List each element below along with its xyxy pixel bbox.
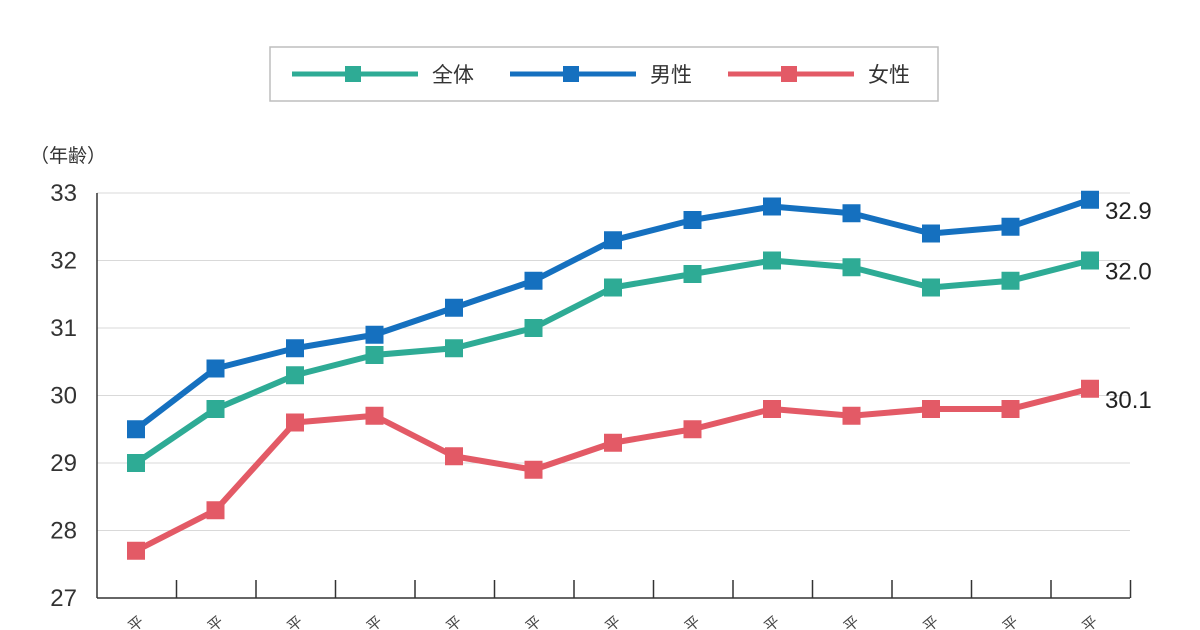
series-layer	[127, 190, 1099, 560]
y-tick-label: 27	[50, 585, 77, 612]
data-point	[842, 258, 861, 277]
data-point	[127, 454, 145, 472]
data-point	[604, 433, 622, 452]
y-tick-label: 31	[50, 315, 77, 342]
data-point	[286, 366, 304, 385]
data-point	[842, 406, 861, 425]
data-point	[683, 265, 702, 283]
x-tick-label: 平	[363, 612, 386, 630]
data-point	[763, 251, 781, 270]
series-1	[127, 251, 1099, 472]
data-point	[1081, 379, 1099, 398]
data-point	[1001, 400, 1020, 418]
data-point	[127, 541, 145, 560]
grid	[97, 192, 1130, 531]
legend-label: 男性	[650, 63, 692, 87]
x-tick-label: 平	[283, 612, 306, 630]
y-tick-label: 32	[50, 248, 77, 275]
legend-marker	[345, 66, 361, 82]
data-point	[365, 346, 384, 364]
x-tick-label: 平	[681, 612, 704, 630]
data-point	[365, 325, 384, 344]
legend-label: 全体	[432, 63, 474, 87]
end-value-label: 30.1	[1105, 387, 1152, 414]
end-value-label: 32.0	[1105, 259, 1152, 286]
x-tick-label: 平	[124, 612, 147, 630]
data-point	[763, 197, 781, 216]
legend-label: 女性	[868, 63, 910, 87]
data-point	[206, 400, 225, 418]
data-point	[1081, 190, 1099, 209]
data-point	[604, 231, 622, 250]
x-tick-label: 平	[522, 612, 545, 630]
data-point	[445, 298, 463, 317]
data-point	[524, 460, 543, 479]
data-point	[206, 501, 225, 520]
y-tick-label: 33	[50, 180, 77, 207]
data-point	[286, 339, 304, 358]
x-tick-label: 平	[760, 612, 783, 630]
data-point	[127, 420, 145, 439]
data-point	[604, 278, 622, 297]
x-tick-label: 平	[840, 612, 863, 630]
data-point	[922, 400, 940, 418]
legend-item: 男性	[510, 63, 692, 87]
data-point	[445, 447, 463, 466]
x-tick-label: 平	[1078, 612, 1101, 630]
y-tick-label: 28	[50, 518, 77, 545]
data-point	[922, 224, 940, 243]
data-point	[524, 319, 543, 337]
data-point	[922, 278, 940, 297]
data-point	[365, 406, 384, 425]
x-tick-label: 平	[999, 612, 1022, 630]
data-point	[286, 413, 304, 432]
y-axis-label: （年齢）	[30, 145, 106, 167]
data-point	[206, 359, 225, 378]
x-tick-label: 平	[601, 612, 624, 630]
legend-item: 女性	[728, 63, 910, 87]
y-tick-label: 30	[50, 383, 77, 410]
data-point	[683, 420, 702, 439]
end-labels: 30.1 32.0 32.9	[1105, 198, 1152, 414]
data-point	[1001, 271, 1020, 290]
legend-marker	[563, 66, 579, 82]
data-point	[524, 271, 543, 290]
x-tick-label: 平	[204, 612, 227, 630]
end-value-label: 32.9	[1105, 198, 1152, 225]
x-tick-label: 平	[442, 612, 465, 630]
data-point	[842, 204, 861, 223]
y-tick-label: 29	[50, 450, 77, 477]
x-tick-label: 平	[919, 612, 942, 630]
data-point	[1081, 251, 1099, 270]
data-point	[763, 400, 781, 418]
series-line	[134, 385, 1091, 554]
series-2	[127, 190, 1099, 439]
legend-marker	[781, 66, 797, 82]
data-point	[683, 211, 702, 229]
legend: 全体 男性 女性	[269, 46, 939, 102]
series-3	[127, 379, 1099, 560]
legend-item: 全体	[292, 63, 474, 87]
data-point	[1001, 217, 1020, 236]
data-point	[445, 339, 463, 358]
